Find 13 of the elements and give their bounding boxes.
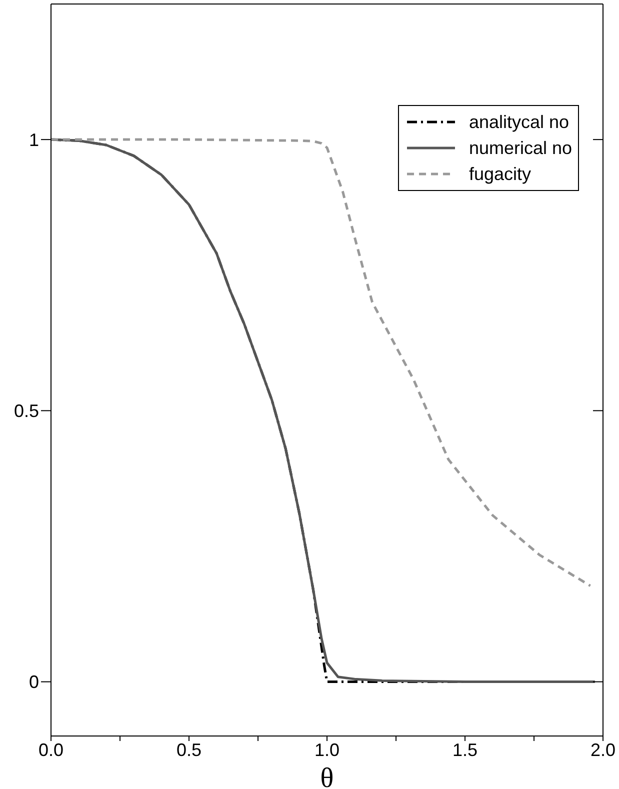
x-tick-label: 0.5 — [176, 740, 202, 760]
x-tick-label: 0.0 — [38, 740, 64, 760]
y-tick-label: 0.5 — [14, 401, 39, 422]
x-tick-label: 1.5 — [452, 740, 478, 760]
x-tick-label: 2.0 — [590, 740, 616, 760]
x-axis-title: θ — [320, 763, 334, 789]
legend-label: numerical no — [468, 138, 572, 158]
y-tick-label: 1 — [28, 130, 39, 150]
y-tick-label: 0 — [28, 672, 39, 692]
legend-label: analitycal no — [468, 112, 570, 132]
legend-label: fugacity — [468, 164, 531, 184]
x-tick-label: 1.0 — [314, 740, 340, 760]
line-series — [51, 138, 592, 588]
